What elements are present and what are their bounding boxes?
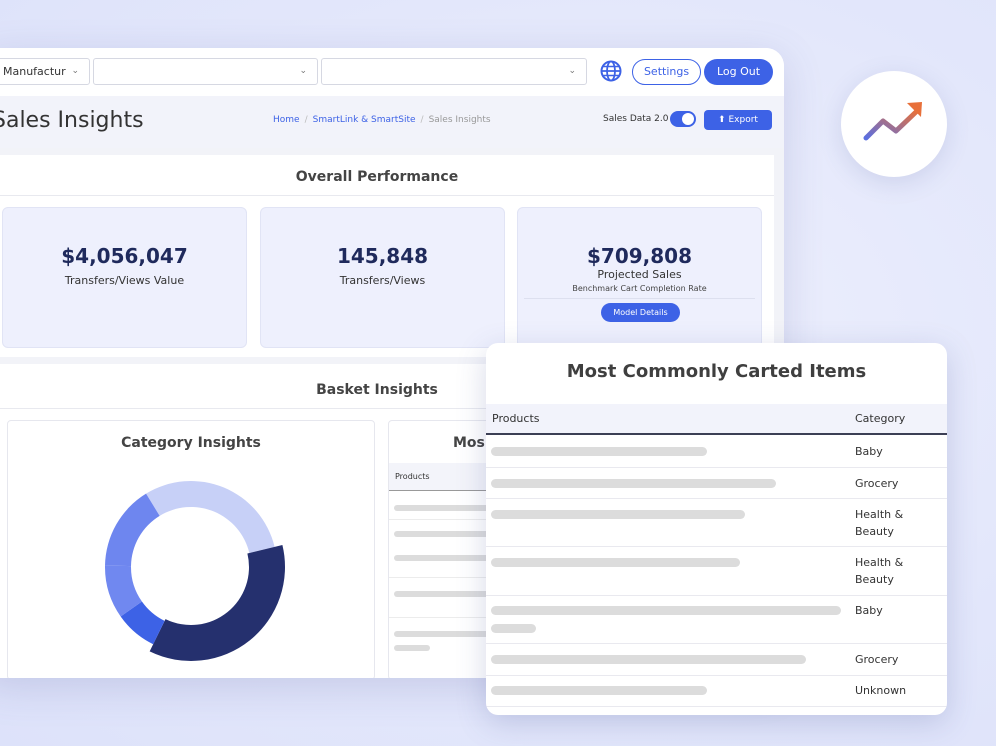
- donut-segment: [105, 565, 142, 617]
- stat-value: $709,808: [586, 244, 692, 268]
- category-donut-chart: [105, 481, 285, 661]
- most-carted-items-card: Most Commonly Carted Items Products Cate…: [486, 343, 947, 715]
- top-bar: Manufactur ⌄ ⌄ ⌄ Settings Log Out: [0, 48, 784, 96]
- logout-button[interactable]: Log Out: [704, 59, 773, 85]
- category-insights-card: Category Insights: [7, 420, 375, 678]
- category-line: Health &: [855, 556, 904, 569]
- stat-card-projected: $709,808 Projected Sales Benchmark Cart …: [517, 207, 762, 348]
- filter-select-2[interactable]: ⌄: [93, 58, 318, 85]
- category-line: Health &: [855, 508, 904, 521]
- trend-badge: [841, 71, 947, 177]
- overall-performance-panel: Overall Performance $4,056,047 Transfers…: [0, 155, 774, 357]
- category-insights-title: Category Insights: [121, 435, 261, 451]
- table-header: Products Category: [486, 404, 947, 435]
- table-row: Baby: [486, 436, 947, 468]
- category-cell: Grocery: [855, 653, 899, 666]
- export-label: Export: [728, 115, 758, 125]
- breadcrumb-smartlink[interactable]: SmartLink & SmartSite: [312, 115, 416, 125]
- overall-performance-title: Overall Performance: [295, 169, 459, 185]
- placeholder-bar: [394, 645, 430, 651]
- product-placeholder-bar: [491, 606, 841, 615]
- table-row: Grocery: [486, 468, 947, 499]
- table-row: Grocery: [486, 644, 947, 676]
- chevron-down-icon: ⌄: [299, 66, 307, 76]
- placeholder-bar: [394, 631, 494, 637]
- category-cell: Health & Beauty: [855, 506, 903, 540]
- category-line: Beauty: [855, 525, 894, 538]
- globe-icon[interactable]: [600, 60, 622, 82]
- filter-select-3[interactable]: ⌄: [321, 58, 587, 85]
- donut-segment: [120, 601, 165, 645]
- stat-label: Projected Sales: [597, 268, 682, 281]
- toggle-knob: [682, 113, 694, 125]
- donut-segment: [146, 481, 275, 553]
- category-cell: Health & Beauty: [855, 554, 903, 588]
- breadcrumb-separator: /: [420, 115, 424, 125]
- stat-value: $4,056,047: [61, 244, 188, 268]
- table-row: Unknown: [486, 676, 947, 707]
- basket-insights-title: Basket Insights: [316, 382, 438, 398]
- stat-label: Transfers/Views: [339, 274, 426, 287]
- chevron-down-icon: ⌄: [71, 66, 79, 76]
- table-row: Health & Beauty: [486, 547, 947, 596]
- stat-card-views: 145,848 Transfers/Views: [260, 207, 505, 348]
- placeholder-bar: [394, 591, 494, 597]
- divider: [524, 298, 755, 299]
- manufacturer-select[interactable]: Manufactur ⌄: [0, 58, 90, 85]
- page-header: Sales Insights Home / SmartLink & SmartSit…: [0, 96, 784, 148]
- table-row: Baby: [486, 596, 947, 644]
- row-divider: [389, 577, 507, 578]
- page-title: Sales Insights: [0, 108, 144, 133]
- row-divider: [389, 617, 507, 618]
- upload-icon: ⬆: [718, 115, 726, 125]
- product-placeholder-bar: [491, 655, 806, 664]
- column-header-category[interactable]: Category: [855, 412, 906, 425]
- export-button[interactable]: ⬆ Export: [704, 110, 772, 130]
- placeholder-bar: [394, 555, 494, 561]
- product-placeholder-bar: [491, 479, 776, 488]
- breadcrumb-home[interactable]: Home: [273, 115, 300, 125]
- sales-data-toggle[interactable]: [670, 111, 696, 127]
- placeholder-bar: [394, 505, 494, 511]
- manufacturer-select-value: Manufactur: [3, 65, 66, 78]
- category-cell: Baby: [855, 445, 883, 458]
- product-placeholder-bar: [491, 558, 740, 567]
- row-divider: [389, 519, 507, 520]
- donut-segment: [149, 545, 285, 661]
- breadcrumb: Home / SmartLink & SmartSite / Sales Insight…: [273, 115, 491, 125]
- category-cell: Baby: [855, 604, 883, 617]
- chevron-down-icon: ⌄: [568, 66, 576, 76]
- breadcrumb-separator: /: [304, 115, 308, 125]
- stat-label: Transfers/Views Value: [64, 274, 185, 287]
- divider: [0, 408, 774, 409]
- product-placeholder-bar: [491, 447, 707, 456]
- trend-up-icon: [863, 102, 922, 141]
- model-details-button[interactable]: Model Details: [601, 303, 680, 322]
- stat-sub-label: Benchmark Cart Completion Rate: [572, 284, 707, 293]
- placeholder-bar: [394, 531, 494, 537]
- donut-segment: [105, 493, 160, 567]
- stat-value: 145,848: [336, 244, 429, 268]
- column-header-products[interactable]: Products: [492, 412, 540, 425]
- category-cell: Unknown: [855, 684, 907, 697]
- product-placeholder-bar: [491, 686, 707, 695]
- category-cell: Grocery: [855, 477, 899, 490]
- breadcrumb-current: Sales Insights: [428, 115, 491, 125]
- settings-button[interactable]: Settings: [632, 59, 701, 85]
- most-carted-title-partial: Mos: [453, 435, 485, 451]
- product-placeholder-bar: [491, 624, 536, 633]
- most-carted-items-title: Most Commonly Carted Items: [566, 361, 867, 382]
- category-line: Beauty: [855, 573, 894, 586]
- stat-card-value: $4,056,047 Transfers/Views Value: [2, 207, 247, 348]
- divider: [0, 195, 774, 196]
- table-row: Health & Beauty: [486, 499, 947, 547]
- sales-data-toggle-label: Sales Data 2.0: [603, 114, 669, 124]
- product-placeholder-bar: [491, 510, 745, 519]
